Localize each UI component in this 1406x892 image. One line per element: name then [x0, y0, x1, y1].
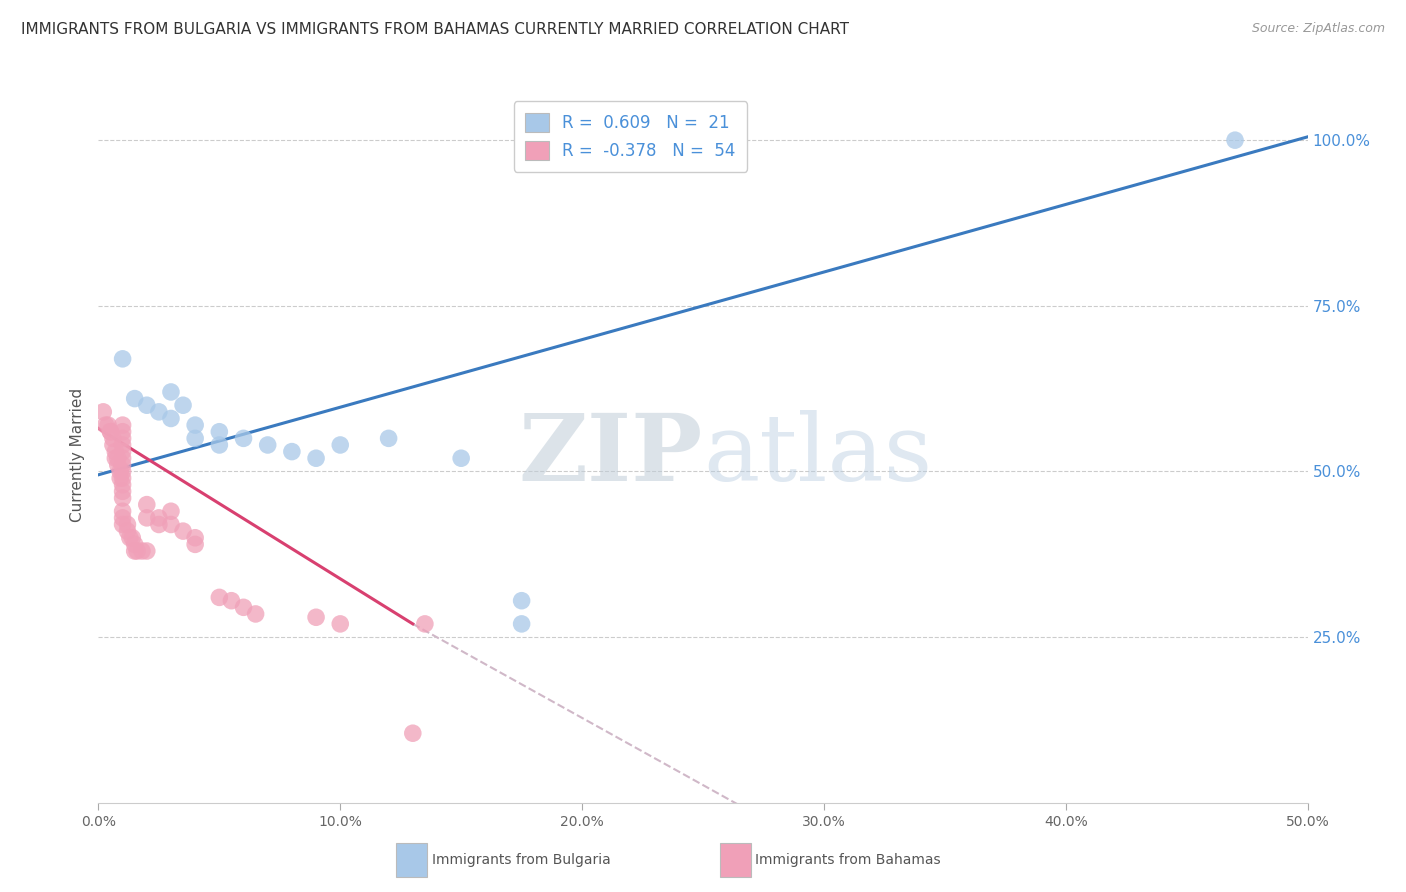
- Point: [111, 471, 134, 485]
- Point: [101, 438, 124, 452]
- Point: [184, 537, 207, 551]
- Point: [111, 504, 134, 518]
- Point: [124, 392, 146, 406]
- Point: [510, 593, 533, 607]
- Point: [305, 451, 328, 466]
- Text: ZIP: ZIP: [519, 410, 703, 500]
- Text: Immigrants from Bulgaria: Immigrants from Bulgaria: [432, 853, 610, 867]
- Point: [184, 531, 207, 545]
- Point: [111, 438, 134, 452]
- Point: [160, 504, 183, 518]
- Point: [107, 458, 129, 472]
- Point: [118, 531, 141, 545]
- Point: [221, 593, 243, 607]
- Point: [160, 411, 183, 425]
- Point: [111, 491, 134, 505]
- Point: [117, 524, 139, 538]
- Point: [117, 517, 139, 532]
- Point: [160, 384, 183, 399]
- Point: [107, 451, 129, 466]
- Point: [232, 431, 254, 445]
- Text: atlas: atlas: [703, 410, 932, 500]
- Point: [127, 544, 149, 558]
- Point: [148, 517, 170, 532]
- Point: [111, 517, 134, 532]
- Text: Source: ZipAtlas.com: Source: ZipAtlas.com: [1251, 22, 1385, 36]
- Point: [148, 511, 170, 525]
- Point: [111, 418, 134, 433]
- Point: [100, 425, 122, 439]
- Point: [172, 398, 194, 412]
- Point: [450, 451, 472, 466]
- Point: [305, 610, 328, 624]
- Point: [104, 451, 127, 466]
- Point: [111, 431, 134, 445]
- Point: [135, 544, 157, 558]
- Point: [111, 451, 134, 466]
- Point: [131, 544, 153, 558]
- Point: [329, 438, 352, 452]
- Point: [91, 405, 114, 419]
- Point: [135, 498, 157, 512]
- Point: [104, 444, 127, 458]
- Point: [94, 418, 117, 433]
- Point: [402, 726, 425, 740]
- Point: [121, 531, 143, 545]
- Point: [148, 405, 170, 419]
- Legend: R =  0.609   N =  21, R =  -0.378   N =  54: R = 0.609 N = 21, R = -0.378 N = 54: [513, 102, 747, 171]
- Point: [413, 616, 436, 631]
- Point: [108, 471, 131, 485]
- Point: [184, 418, 207, 433]
- Point: [100, 425, 122, 439]
- Point: [1223, 133, 1246, 147]
- Point: [208, 425, 231, 439]
- Point: [329, 616, 352, 631]
- Point: [135, 511, 157, 525]
- Point: [245, 607, 267, 621]
- Point: [232, 600, 254, 615]
- Point: [208, 438, 231, 452]
- Point: [124, 544, 146, 558]
- Point: [160, 517, 183, 532]
- Point: [124, 537, 146, 551]
- Point: [111, 484, 134, 499]
- Point: [208, 591, 231, 605]
- Point: [256, 438, 278, 452]
- Point: [111, 351, 134, 366]
- Point: [111, 511, 134, 525]
- Point: [101, 431, 124, 445]
- Point: [184, 431, 207, 445]
- Point: [108, 465, 131, 479]
- Point: [377, 431, 399, 445]
- Point: [281, 444, 304, 458]
- Point: [111, 425, 134, 439]
- Point: [111, 444, 134, 458]
- Point: [97, 418, 120, 433]
- Point: [111, 465, 134, 479]
- Point: [111, 458, 134, 472]
- Point: [510, 616, 533, 631]
- Point: [172, 524, 194, 538]
- Point: [135, 398, 157, 412]
- Y-axis label: Currently Married: Currently Married: [70, 388, 86, 522]
- Text: IMMIGRANTS FROM BULGARIA VS IMMIGRANTS FROM BAHAMAS CURRENTLY MARRIED CORRELATIO: IMMIGRANTS FROM BULGARIA VS IMMIGRANTS F…: [21, 22, 849, 37]
- Point: [111, 477, 134, 491]
- Text: Immigrants from Bahamas: Immigrants from Bahamas: [755, 853, 941, 867]
